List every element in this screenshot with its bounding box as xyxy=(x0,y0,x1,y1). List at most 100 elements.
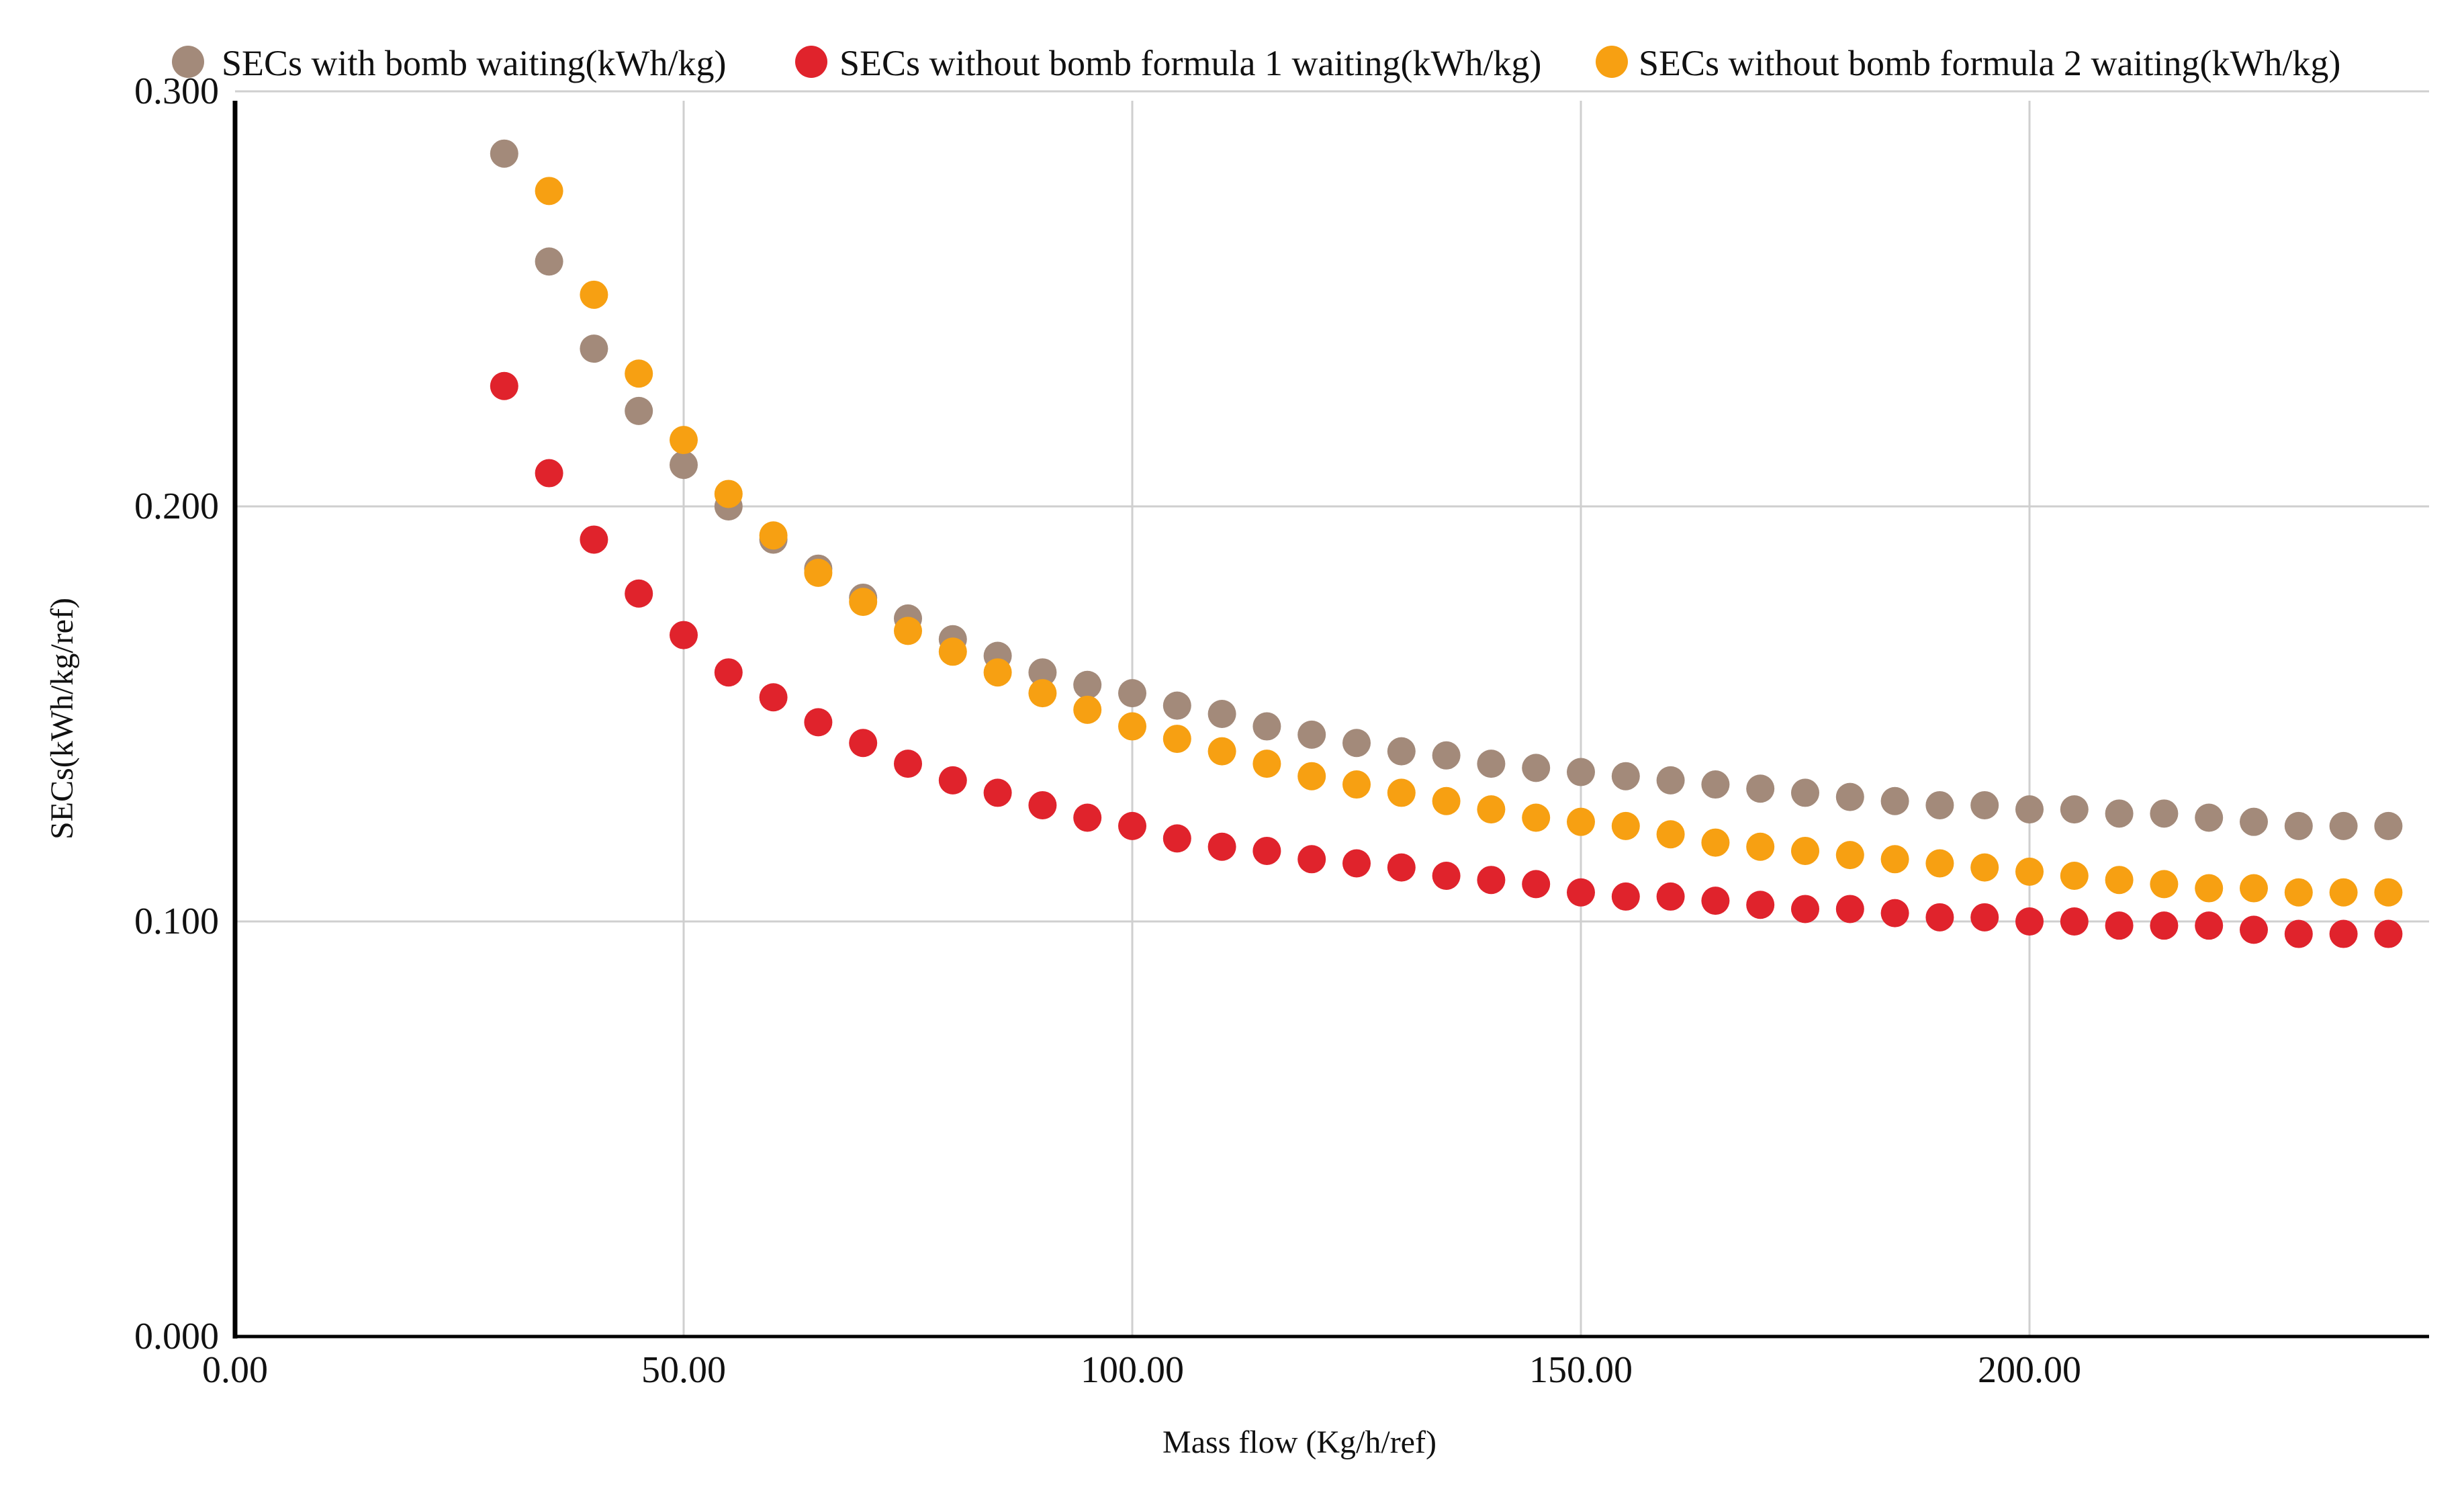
data-point xyxy=(625,359,653,388)
data-point xyxy=(580,280,608,309)
data-point xyxy=(2329,878,2358,907)
data-point xyxy=(1297,845,1326,874)
data-point xyxy=(1522,870,1551,899)
data-point xyxy=(2284,919,2313,948)
data-point xyxy=(1252,750,1281,778)
data-point xyxy=(2060,862,2089,891)
data-points xyxy=(490,139,2403,948)
data-point xyxy=(535,459,563,488)
data-point xyxy=(670,621,698,649)
data-point xyxy=(2150,911,2179,940)
x-tick-label: 100.00 xyxy=(1081,1349,1184,1391)
data-point xyxy=(1162,725,1191,754)
legend-marker xyxy=(795,46,827,78)
legend-item: SECs with bomb waiting(kWh/kg) xyxy=(172,43,726,83)
data-point xyxy=(1791,895,1819,923)
data-point xyxy=(1791,778,1819,807)
data-point xyxy=(804,558,833,587)
data-point xyxy=(1477,795,1506,824)
data-point xyxy=(1701,770,1730,799)
data-point xyxy=(1746,832,1775,861)
data-point xyxy=(804,708,833,737)
legend: SECs with bomb waiting(kWh/kg) SECs witho… xyxy=(172,43,2340,83)
y-axis-title: SECs(kWh/kg/ref) xyxy=(44,598,80,840)
data-point xyxy=(1925,790,1954,819)
data-point xyxy=(2060,795,2089,824)
x-tick-label: 50.00 xyxy=(641,1349,726,1391)
data-point xyxy=(849,588,878,617)
data-point xyxy=(983,778,1012,807)
x-tick-label: 0.00 xyxy=(202,1349,268,1391)
series-3-points xyxy=(535,177,2403,907)
data-point xyxy=(1477,750,1506,778)
data-point xyxy=(1342,849,1371,878)
data-point xyxy=(535,247,563,276)
data-point xyxy=(1387,737,1416,766)
legend-label: SECs without bomb formula 1 waiting(kWh/… xyxy=(839,43,1541,83)
data-point xyxy=(1522,803,1551,832)
data-point xyxy=(1477,866,1506,895)
data-point xyxy=(1701,887,1730,915)
data-point xyxy=(1970,853,1999,882)
data-point xyxy=(490,371,518,400)
axes xyxy=(232,101,2429,1339)
data-point xyxy=(1207,737,1236,766)
data-point xyxy=(1162,691,1191,720)
data-point xyxy=(1880,786,1909,815)
data-point xyxy=(1387,778,1416,807)
data-point xyxy=(2105,799,2134,828)
data-point xyxy=(1835,782,1864,811)
data-point xyxy=(1611,811,1640,840)
data-point xyxy=(1207,700,1236,728)
data-point xyxy=(2105,911,2134,940)
data-point xyxy=(1028,658,1057,687)
data-point xyxy=(1073,695,1102,724)
y-tick-label: 0.300 xyxy=(134,71,219,112)
y-tick-label: 0.200 xyxy=(134,486,219,527)
data-point xyxy=(2240,874,2268,903)
data-point xyxy=(2015,857,2044,886)
data-point xyxy=(1252,836,1281,865)
data-point xyxy=(2105,866,2134,895)
data-point xyxy=(1028,790,1057,819)
data-point xyxy=(1567,878,1595,907)
data-point xyxy=(2015,907,2044,936)
data-point xyxy=(670,426,698,455)
legend-marker xyxy=(1596,46,1628,78)
y-tick-label: 0.000 xyxy=(134,1316,219,1357)
data-point xyxy=(490,139,518,168)
data-point xyxy=(2329,811,2358,840)
legend-marker xyxy=(172,46,204,78)
data-point xyxy=(2240,915,2268,944)
data-point xyxy=(1432,741,1461,770)
data-point xyxy=(2284,811,2313,840)
data-point xyxy=(1297,762,1326,790)
data-point xyxy=(983,658,1012,687)
data-point xyxy=(1432,786,1461,815)
data-point xyxy=(894,750,922,778)
data-point xyxy=(1432,862,1461,891)
x-tick-label: 200.00 xyxy=(1978,1349,2081,1391)
data-point xyxy=(1073,803,1102,832)
grid-lines xyxy=(235,90,2429,1337)
data-point xyxy=(1791,836,1819,865)
data-point xyxy=(759,683,788,712)
data-point xyxy=(1701,828,1730,857)
data-point xyxy=(894,617,922,645)
series-2-points xyxy=(490,371,2403,948)
data-point xyxy=(625,579,653,608)
data-point xyxy=(625,396,653,425)
x-tick-labels: 0.00 50.00 100.00 150.00 200.00 xyxy=(202,1349,2081,1391)
data-point xyxy=(1252,712,1281,741)
data-point xyxy=(580,334,608,363)
data-point xyxy=(2195,874,2224,903)
data-point xyxy=(1387,853,1416,882)
data-point xyxy=(1567,807,1595,836)
data-point xyxy=(2060,907,2089,936)
data-point xyxy=(938,637,967,666)
legend-label: SECs without bomb formula 2 waiting(kWh/… xyxy=(1639,43,2340,83)
series-1-points xyxy=(490,139,2403,840)
data-point xyxy=(759,521,788,550)
data-point xyxy=(2329,919,2358,948)
